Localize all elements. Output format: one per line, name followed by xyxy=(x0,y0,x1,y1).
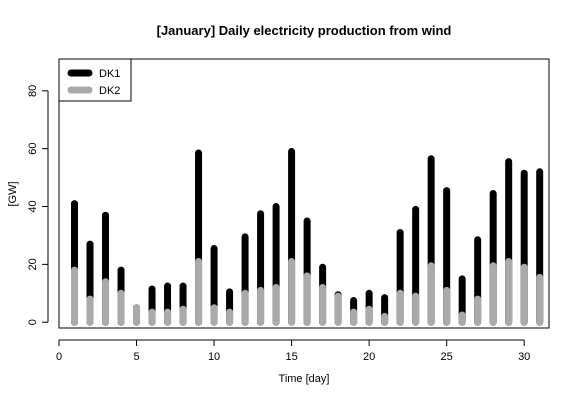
x-tick-label: 10 xyxy=(208,351,220,363)
x-tick-label: 25 xyxy=(441,351,453,363)
legend-box xyxy=(58,58,132,102)
y-tick-label: 60 xyxy=(27,143,39,155)
x-tick-label: 15 xyxy=(285,351,297,363)
x-axis-label: Time [day] xyxy=(279,373,330,385)
y-tick-label: 40 xyxy=(27,200,39,212)
y-axis-label: [GW] xyxy=(7,181,19,206)
x-tick-label: 30 xyxy=(518,351,530,363)
plot-frame xyxy=(58,58,550,329)
y-tick-label: 20 xyxy=(27,258,39,270)
data-marks xyxy=(71,148,544,326)
y-tick-label: 80 xyxy=(27,85,39,97)
x-tick-label: 0 xyxy=(56,351,62,363)
legend-label-dk1: DK1 xyxy=(99,68,120,80)
legend-label-dk2: DK2 xyxy=(99,85,120,97)
x-tick-label: 5 xyxy=(133,351,139,363)
x-tick-label: 20 xyxy=(363,351,375,363)
chart-title: [January] Daily electricity production f… xyxy=(157,23,452,38)
y-axis: 0 20 40 60 80 xyxy=(27,85,49,325)
x-axis: 0 5 10 15 20 25 30 xyxy=(56,339,530,363)
y-tick-label: 0 xyxy=(27,319,39,325)
